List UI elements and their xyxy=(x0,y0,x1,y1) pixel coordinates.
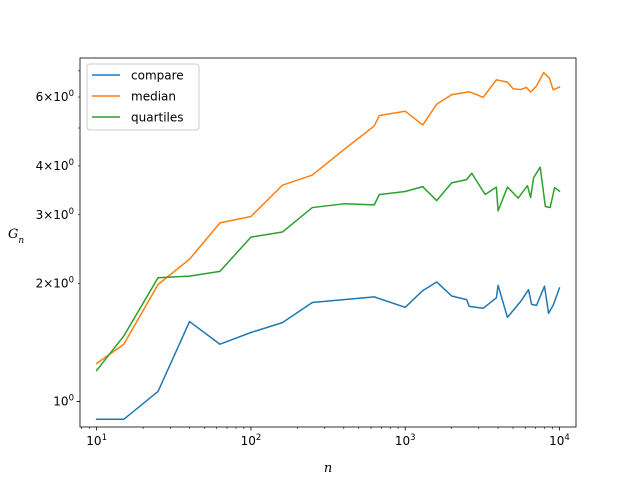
series-line-quartiles xyxy=(95,166,561,372)
legend: compare median quartiles xyxy=(86,63,200,131)
x-tick-label: 104 xyxy=(549,433,570,448)
y-tick-label: 100 xyxy=(53,393,74,408)
x-tick-label: 103 xyxy=(395,433,416,448)
legend-items: compare median quartiles xyxy=(92,69,184,125)
x-tick-label: 101 xyxy=(86,433,107,448)
ticks-layer: 101 102 103 104 100 2×100 3×100 4×100 6×100 xyxy=(36,70,570,448)
y-tick-label: 4×100 xyxy=(36,158,74,173)
series-line-compare xyxy=(95,281,561,421)
y-tick-label: 6×100 xyxy=(36,89,74,104)
legend-label-compare: compare xyxy=(131,69,184,83)
plot-frame xyxy=(79,57,577,428)
legend-label-median: median xyxy=(131,90,176,104)
series-line-median xyxy=(95,71,561,365)
y-tick-label: 2×100 xyxy=(36,276,74,291)
legend-label-quartiles: quartiles xyxy=(131,111,184,125)
series-layer xyxy=(95,71,561,421)
y-axis-label: Gn xyxy=(8,227,24,246)
x-tick-label: 102 xyxy=(241,433,262,448)
legend-box xyxy=(86,63,200,131)
y-tick-label: 3×100 xyxy=(36,207,74,222)
x-axis-label: n xyxy=(324,461,332,476)
